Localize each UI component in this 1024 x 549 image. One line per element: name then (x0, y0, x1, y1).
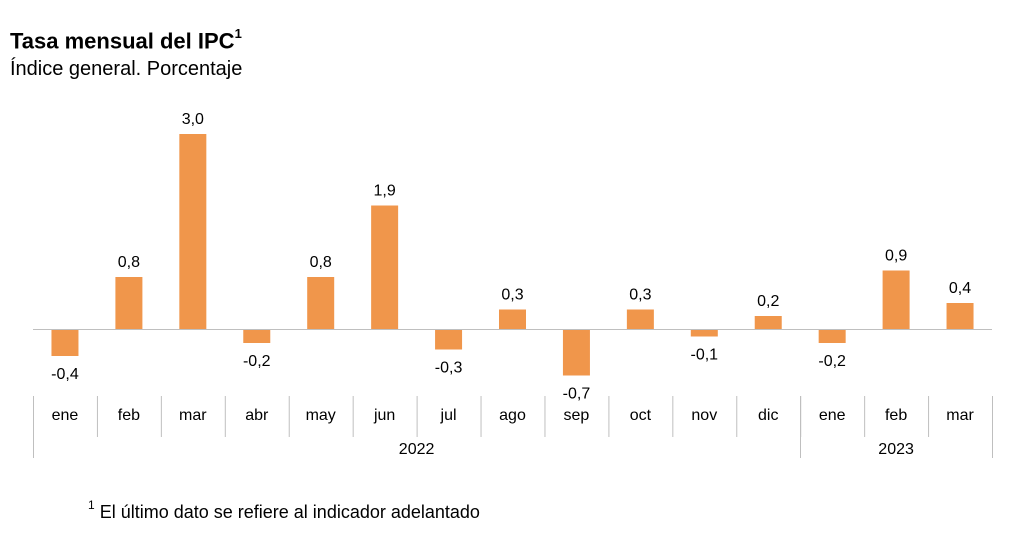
bar-1 (115, 277, 143, 329)
bar-13 (882, 270, 910, 329)
tick-label-14: mar (946, 407, 974, 424)
chart-title: Tasa mensual del IPC1 (10, 26, 242, 54)
footnote: 1 El último dato se refiere al indicador… (88, 498, 480, 523)
tick-label-4: may (306, 407, 336, 424)
year-group-label-0: 2022 (399, 441, 435, 458)
bar-8 (562, 330, 590, 376)
year-group-label-1: 2023 (878, 441, 914, 458)
tick-label-11: dic (758, 407, 778, 424)
data-label-12: -0,2 (818, 353, 846, 370)
data-label-13: 0,9 (885, 248, 907, 265)
tick-label-3: abr (245, 407, 269, 424)
data-label-3: -0,2 (243, 353, 271, 370)
tick-label-0: ene (52, 407, 79, 424)
bar-10 (690, 330, 718, 337)
footnote-text: El último dato se refiere al indicador a… (99, 502, 480, 522)
tick-label-13: feb (885, 407, 907, 424)
bar-2 (179, 134, 207, 329)
tick-label-12: ene (819, 407, 846, 424)
bar-9 (626, 309, 654, 329)
chart-subtitle: Índice general. Porcentaje (10, 58, 243, 80)
data-label-5: 1,9 (374, 183, 396, 200)
data-label-9: 0,3 (629, 287, 651, 304)
bar-6 (435, 330, 463, 350)
tick-label-7: ago (499, 407, 526, 424)
bar-12 (818, 330, 846, 343)
data-label-10: -0,1 (691, 347, 719, 364)
tick-label-5: jun (373, 407, 395, 424)
data-label-7: 0,3 (501, 287, 523, 304)
bar-4 (307, 277, 335, 329)
data-label-14: 0,4 (949, 280, 971, 297)
data-label-6: -0,3 (435, 360, 463, 377)
tick-label-6: jul (440, 407, 457, 424)
data-label-11: 0,2 (757, 293, 779, 310)
bar-14 (946, 303, 974, 329)
bar-3 (243, 330, 271, 343)
tick-label-9: oct (630, 407, 652, 424)
data-label-0: -0,4 (51, 366, 79, 383)
data-label-8: -0,7 (563, 386, 591, 403)
tick-label-10: nov (691, 407, 717, 424)
tick-label-2: mar (179, 407, 207, 424)
bar-5 (371, 205, 399, 329)
title-footnote-marker: 1 (234, 26, 242, 41)
footnote-marker: 1 (88, 498, 95, 512)
data-label-2: 3,0 (182, 111, 204, 128)
tick-label-8: sep (564, 407, 590, 424)
bar-7 (499, 309, 526, 329)
bar-11 (754, 316, 782, 329)
tick-label-1: feb (118, 407, 140, 424)
data-label-1: 0,8 (118, 254, 140, 271)
data-label-4: 0,8 (310, 254, 332, 271)
bar-0 (51, 330, 79, 356)
